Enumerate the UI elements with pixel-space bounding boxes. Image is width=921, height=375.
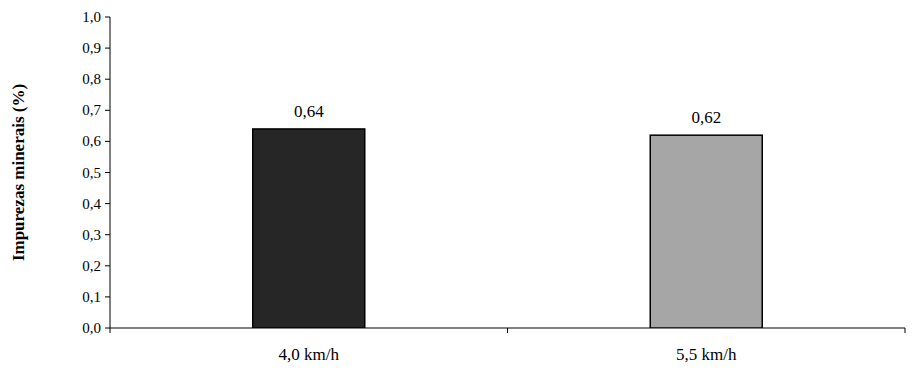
x-tick-label: 4,0 km/h (279, 345, 340, 364)
y-tick-label: 0,9 (82, 40, 101, 56)
y-tick (105, 110, 110, 111)
y-tick (105, 265, 110, 266)
chart-container: 0,0 0,1 0,2 0,3 0,4 0,5 0,6 0,7 0,8 0,9 1,0 Impurez… (0, 0, 921, 375)
y-tick-label: 0,0 (82, 320, 101, 336)
y-tick-label: 0,3 (82, 227, 101, 243)
data-label: 0,62 (691, 108, 721, 127)
y-tick-label: 0,8 (82, 71, 101, 87)
y-tick-label: 0,4 (82, 196, 101, 212)
chart-svg: 0,0 0,1 0,2 0,3 0,4 0,5 0,6 0,7 0,8 0,9 1,0 Impurez… (0, 0, 921, 375)
x-tick (110, 328, 111, 333)
y-tick (105, 79, 110, 80)
y-tick (105, 172, 110, 173)
y-tick-label: 0,6 (82, 133, 101, 149)
y-tick (105, 328, 110, 329)
y-tick-label: 0,2 (82, 258, 101, 274)
y-tick-label: 0,1 (82, 289, 101, 305)
x-tick (507, 328, 508, 333)
y-tick (105, 234, 110, 235)
y-tick (105, 296, 110, 297)
data-label: 0,64 (294, 102, 324, 121)
y-axis-label: Impurezas minerais (%) (9, 84, 28, 261)
bar (253, 129, 365, 328)
x-tick (905, 328, 906, 333)
y-tick (105, 203, 110, 204)
y-tick (105, 48, 110, 49)
y-tick (105, 141, 110, 142)
y-tick (105, 17, 110, 18)
x-tick-label: 5,5 km/h (676, 345, 737, 364)
bar (650, 135, 762, 328)
bars (253, 129, 763, 328)
y-tick-label: 1,0 (82, 9, 101, 25)
y-tick-label: 0,5 (82, 165, 101, 181)
y-axis (110, 17, 111, 328)
y-tick-label: 0,7 (82, 102, 101, 118)
